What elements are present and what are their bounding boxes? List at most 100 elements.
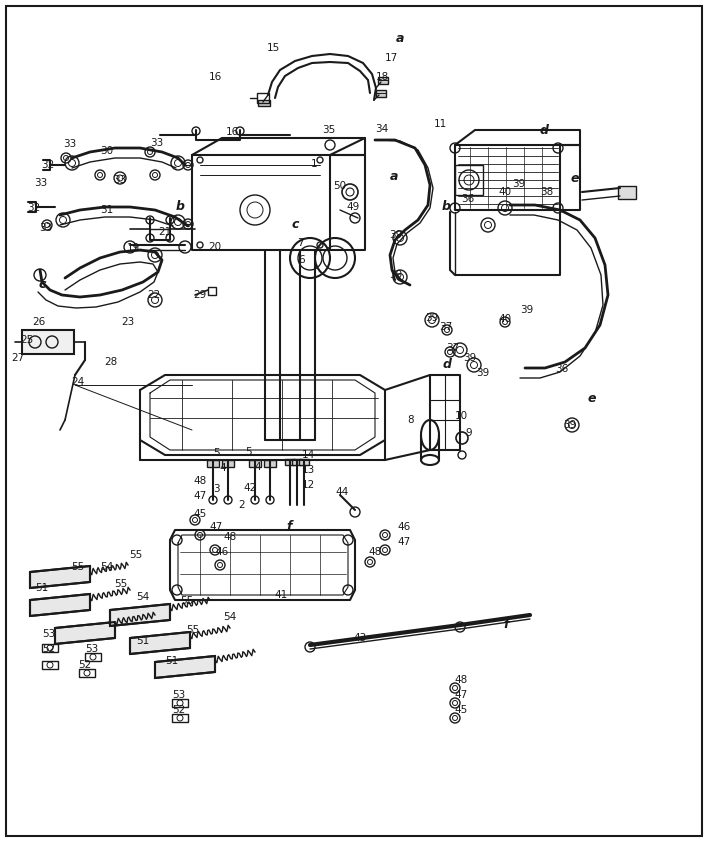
Bar	[208, 287, 216, 295]
Text: 55: 55	[72, 562, 85, 572]
Text: 16: 16	[225, 127, 239, 137]
Text: 33: 33	[64, 139, 76, 149]
Text: 5: 5	[212, 448, 219, 458]
Text: 36: 36	[555, 364, 569, 374]
Text: 50: 50	[333, 181, 346, 191]
Text: 52: 52	[172, 705, 185, 715]
Text: 4: 4	[219, 463, 227, 473]
Text: 52: 52	[42, 644, 56, 654]
Text: 33: 33	[150, 138, 164, 148]
Text: 49: 49	[346, 202, 360, 212]
Bar	[22, 330, 74, 354]
Text: 40: 40	[498, 187, 512, 197]
Text: 23: 23	[121, 317, 135, 327]
Bar	[455, 165, 483, 195]
Polygon shape	[55, 622, 115, 644]
Text: 39: 39	[426, 313, 439, 323]
Text: a: a	[396, 31, 404, 45]
Bar	[264, 460, 276, 467]
Text: 32: 32	[28, 203, 40, 213]
Text: e: e	[588, 392, 596, 404]
Text: 54: 54	[101, 562, 113, 572]
Text: 54: 54	[137, 592, 149, 602]
Text: 39: 39	[476, 368, 490, 378]
Text: 46: 46	[215, 547, 229, 557]
Text: 51: 51	[166, 656, 178, 666]
Text: 9: 9	[466, 428, 472, 438]
Text: 11: 11	[433, 119, 447, 129]
Bar	[299, 459, 309, 465]
Bar	[172, 699, 188, 707]
Text: 21: 21	[159, 227, 171, 237]
Text: 33: 33	[113, 175, 127, 185]
Text: 53: 53	[42, 629, 56, 639]
Text: 36: 36	[462, 194, 474, 204]
Text: 31: 31	[101, 205, 113, 215]
Bar	[42, 644, 58, 652]
Bar	[79, 669, 95, 677]
Text: 55: 55	[181, 596, 193, 606]
Text: d: d	[442, 359, 452, 371]
Text: 47: 47	[193, 491, 207, 501]
Text: 17: 17	[384, 53, 398, 63]
Text: 38: 38	[540, 187, 554, 197]
Text: 55: 55	[115, 579, 127, 589]
Bar	[42, 661, 58, 669]
Polygon shape	[30, 566, 90, 588]
Text: 6: 6	[299, 255, 305, 265]
Text: 18: 18	[375, 72, 389, 82]
Bar	[222, 460, 234, 467]
Text: 28: 28	[104, 357, 118, 367]
Bar	[285, 459, 295, 465]
Text: a: a	[390, 170, 398, 184]
Text: 47: 47	[210, 522, 222, 532]
Text: 51: 51	[35, 583, 49, 593]
Polygon shape	[110, 604, 170, 626]
Text: 30: 30	[101, 146, 113, 156]
Text: 39: 39	[389, 230, 403, 240]
Text: 48: 48	[455, 675, 467, 685]
Text: 7: 7	[297, 238, 303, 248]
Text: 45: 45	[455, 705, 467, 715]
Bar	[257, 93, 269, 103]
Text: 32: 32	[41, 160, 55, 170]
Text: b: b	[442, 200, 450, 214]
Bar	[258, 100, 270, 106]
Bar	[618, 186, 636, 199]
Text: 16: 16	[208, 72, 222, 82]
Text: 26: 26	[33, 317, 45, 327]
Text: 39: 39	[513, 179, 525, 189]
Text: 40: 40	[498, 314, 512, 324]
Text: 47: 47	[397, 537, 411, 547]
Text: 25: 25	[21, 335, 33, 345]
Text: b: b	[176, 200, 185, 214]
Text: 41: 41	[275, 590, 287, 600]
Bar	[378, 77, 388, 84]
Bar	[207, 460, 219, 467]
Text: 42: 42	[244, 483, 256, 493]
Text: 27: 27	[11, 353, 25, 363]
Text: 44: 44	[336, 487, 348, 497]
Text: 3: 3	[212, 484, 219, 494]
Text: 37: 37	[440, 322, 452, 332]
Text: 4: 4	[255, 462, 261, 472]
Text: 39: 39	[564, 420, 576, 430]
Text: 5: 5	[246, 447, 252, 457]
Text: 33: 33	[35, 178, 47, 188]
Text: 37: 37	[446, 343, 459, 353]
Text: d: d	[539, 124, 549, 136]
Text: 15: 15	[266, 43, 280, 53]
Text: 43: 43	[353, 633, 367, 643]
Text: 33: 33	[40, 223, 52, 233]
Text: f: f	[503, 619, 509, 632]
Text: 24: 24	[72, 377, 85, 387]
Text: 22: 22	[147, 290, 161, 300]
Text: 54: 54	[224, 612, 236, 622]
Text: 51: 51	[137, 636, 149, 646]
Text: 2: 2	[239, 500, 245, 510]
Text: 45: 45	[193, 509, 207, 519]
Polygon shape	[130, 632, 190, 654]
Text: 13: 13	[302, 465, 314, 475]
Text: 48: 48	[368, 547, 382, 557]
Text: 14: 14	[302, 450, 314, 460]
